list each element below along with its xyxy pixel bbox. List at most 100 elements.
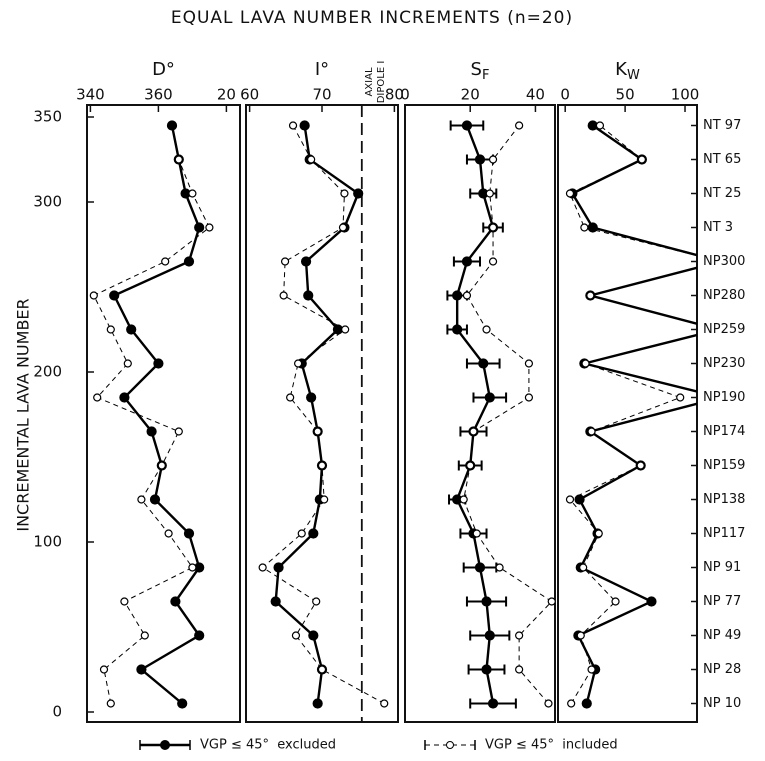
data-point (306, 392, 317, 403)
y-tick-label: 0 (52, 703, 62, 721)
x-tick-label: 0 (400, 86, 410, 104)
data-point (636, 461, 645, 470)
data-point (194, 630, 205, 641)
data-point (194, 222, 205, 233)
series-line (261, 125, 385, 704)
x-tick-label: 70 (312, 86, 331, 104)
data-point (177, 698, 188, 709)
site-label: NT 65 (703, 152, 741, 167)
panel-frame (86, 104, 241, 723)
panel-frame (404, 104, 556, 723)
data-point (646, 596, 657, 607)
data-point (313, 427, 322, 436)
site-label: NP190 (703, 390, 745, 405)
data-point (291, 631, 301, 640)
data-point (581, 698, 592, 709)
data-point (161, 257, 170, 266)
data-point (472, 529, 481, 538)
panel-title-subscript: W (627, 68, 640, 83)
panel-plot (446, 120, 555, 709)
x-tick-label: 40 (526, 86, 545, 104)
data-point (637, 155, 646, 164)
data-point (587, 427, 596, 436)
data-point (459, 495, 468, 504)
data-point (170, 596, 181, 607)
data-point (484, 630, 495, 641)
site-label: NP 10 (703, 696, 741, 711)
data-point (123, 359, 132, 368)
data-point (341, 325, 350, 334)
data-point (300, 256, 312, 267)
data-point (461, 256, 473, 267)
data-point (93, 393, 102, 402)
data-point (308, 528, 319, 539)
chart-title: EQUAL LAVA NUMBER INCREMENTS (n=20) (171, 8, 573, 28)
data-point (565, 189, 575, 198)
site-label: NP 77 (703, 594, 741, 609)
data-point (183, 528, 195, 539)
data-point (174, 427, 183, 436)
site-label: NT 25 (703, 186, 741, 201)
data-point (157, 461, 166, 470)
data-point (164, 529, 173, 538)
data-point (270, 596, 281, 607)
data-point (524, 359, 534, 368)
data-point (488, 257, 498, 266)
series-line (112, 125, 201, 705)
y-axis-label: INCREMENTAL LAVA NUMBER (14, 298, 33, 531)
data-point (567, 699, 576, 708)
data-point (547, 597, 555, 606)
series-line (274, 125, 360, 704)
x-tick-label: 100 (671, 86, 700, 104)
data-point (317, 665, 327, 674)
panel-title-text: K (615, 59, 628, 80)
data-point (89, 291, 98, 300)
series-line (463, 125, 553, 704)
reference-label: AXIAL (364, 67, 375, 96)
data-point (469, 427, 478, 436)
data-point (303, 290, 314, 301)
data-point (188, 563, 197, 572)
data-point (317, 461, 327, 470)
data-point (297, 529, 306, 538)
x-tick-label: 20 (461, 86, 480, 104)
x-tick-label: 340 (76, 86, 105, 104)
data-point (320, 495, 329, 504)
data-point (481, 596, 492, 607)
data-point (299, 120, 310, 131)
panel-title-subscript: F (482, 68, 489, 83)
data-point (312, 698, 323, 709)
y-tick-label: 200 (33, 363, 62, 381)
data-point (153, 358, 164, 369)
site-label: NT 97 (703, 118, 741, 133)
data-point (279, 291, 288, 300)
data-point (280, 257, 290, 266)
data-point (581, 359, 590, 368)
y-tick-label: 350 (33, 108, 62, 126)
x-tick-label: 60 (240, 86, 259, 104)
site-label: NP138 (703, 492, 745, 507)
data-point (482, 325, 491, 334)
site-label: NP159 (703, 458, 745, 473)
data-point (307, 155, 316, 164)
panel-title: D° (152, 59, 175, 80)
data-point (286, 393, 295, 402)
data-point (524, 393, 534, 402)
site-label: NP117 (703, 526, 745, 541)
data-point (676, 393, 685, 402)
data-point (515, 631, 524, 640)
panel-title-text: I° (315, 59, 329, 80)
data-point (474, 154, 486, 165)
data-point (273, 562, 284, 573)
data-point (353, 188, 364, 199)
data-point (462, 291, 472, 300)
data-point (576, 631, 585, 640)
data-point (136, 664, 147, 675)
data-point (595, 121, 605, 130)
data-point (594, 529, 603, 538)
legend-label: VGP ≤ 45° included (485, 738, 618, 753)
data-point (544, 699, 553, 708)
x-tick-label: 80 (385, 86, 404, 104)
site-label: NP280 (703, 288, 745, 303)
site-label: NP300 (703, 254, 745, 269)
